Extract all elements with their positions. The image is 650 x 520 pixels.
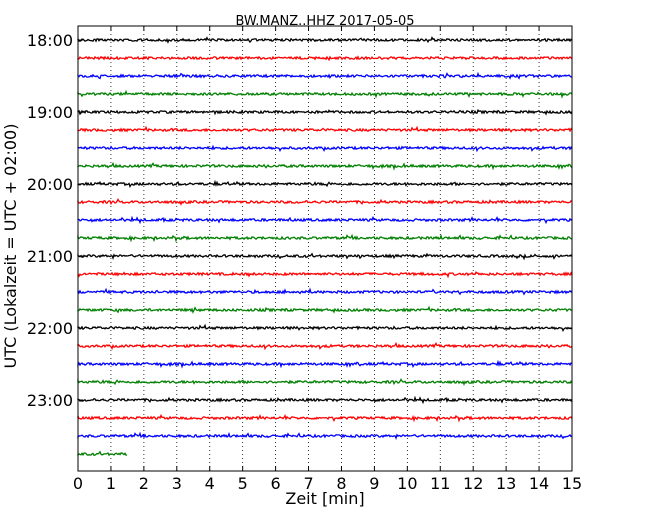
y-tick-label-22:00: 22:00 [27,319,73,338]
x-tick-label-10: 10 [397,474,417,493]
y-tick-label-21:00: 21:00 [27,247,73,266]
trace-2000 [77,179,573,188]
x-tick-label-11: 11 [430,474,450,493]
trace-1845 [77,89,573,99]
y-tick-label-20:00: 20:00 [27,175,73,194]
trace-2345 [77,450,128,457]
x-tick-label-14: 14 [529,474,549,493]
trace-1800 [77,36,573,44]
trace-2330 [77,431,573,440]
trace-2145 [77,305,573,314]
axis-ticks: 0 1 2 3 4 5 6 7 8 9 10 11 12 13 14 1518:0019:0020:0021:… [27,26,582,493]
x-tick-label-5: 5 [238,474,248,493]
x-tick-label-1: 1 [106,474,116,493]
y-tick-label-23:00: 23:00 [27,391,73,410]
trace-1945 [77,161,573,171]
x-tick-label-4: 4 [205,474,215,493]
x-tick-label-9: 9 [369,474,379,493]
trace-2115 [77,271,573,279]
trace-2215 [77,341,573,351]
trace-2300 [77,395,573,405]
x-axis-label: Zeit [min] [285,489,364,508]
trace-2130 [77,287,573,296]
trace-2030 [77,215,573,225]
chart-title: BW.MANZ..HHZ 2017-05-05 [235,14,414,29]
x-tick-label-6: 6 [271,474,281,493]
y-tick-label-18:00: 18:00 [27,31,73,50]
y-axis-label: UTC (Lokalzeit = UTC + 02:00) [1,124,20,369]
x-tick-label-2: 2 [139,474,149,493]
trace-2045 [77,233,573,243]
trace-2200 [77,323,573,333]
x-tick-label-13: 13 [496,474,516,493]
x-tick-label-3: 3 [172,474,182,493]
x-tick-label-8: 8 [336,474,346,493]
trace-2015 [77,198,573,206]
x-tick-label-15: 15 [562,474,582,493]
trace-2230 [77,359,573,369]
trace-2315 [77,413,573,423]
seismogram-traces [77,36,573,457]
x-tick-label-7: 7 [303,474,313,493]
trace-1900 [77,108,573,116]
plot-frame [77,25,573,472]
trace-1830 [77,71,573,80]
x-tick-label-12: 12 [463,474,483,493]
trace-2100 [77,252,573,261]
trace-1815 [77,55,573,62]
trace-1930 [77,144,573,153]
y-tick-label-19:00: 19:00 [27,103,73,122]
trace-1915 [77,125,573,133]
x-tick-label-0: 0 [73,474,83,493]
trace-2245 [77,378,573,386]
